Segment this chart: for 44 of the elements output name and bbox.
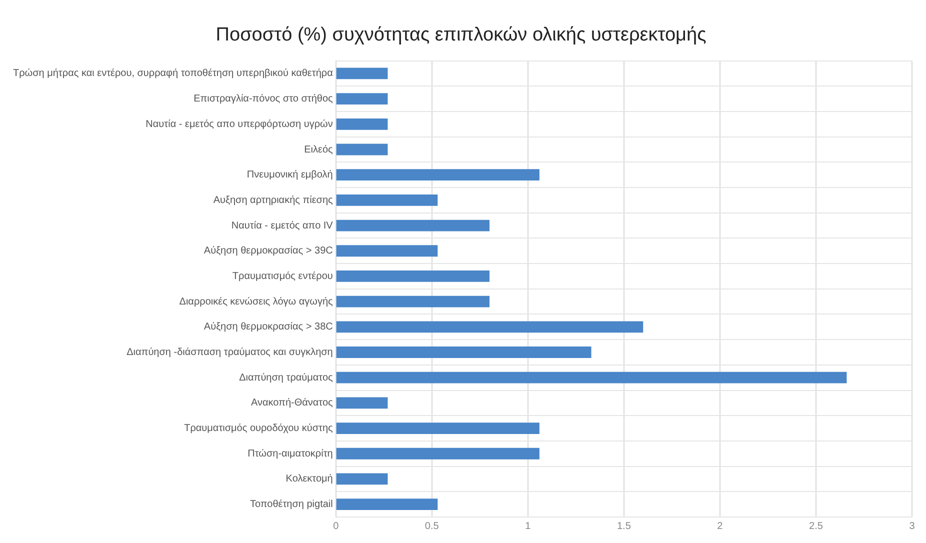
y-tick-label: Τρώση μήτρας και εντέρου, συρραφή τοποθέτηση υπερηβικού καθετήρα xyxy=(12,68,334,80)
y-tick-label: Ναυτία - εμετός απο IV xyxy=(231,220,334,232)
bar xyxy=(336,169,540,181)
y-tick-label: Αύξηση θερμοκρασίας > 38C xyxy=(204,322,333,333)
y-tick-label: Διαπύηση -διάσπαση τραύματος και συγκληση xyxy=(126,347,333,358)
y-tick-label: Ανακοπή-Θάνατος xyxy=(250,398,334,409)
bar xyxy=(336,220,490,232)
x-tick-label: 1 xyxy=(525,520,532,532)
bar xyxy=(336,422,540,434)
y-tick-label: Ειλεός xyxy=(304,144,334,156)
x-tick-label: 0 xyxy=(333,520,340,532)
bar xyxy=(336,346,592,358)
bar xyxy=(336,118,388,130)
y-tick-label: Διαπύηση τραύματος xyxy=(239,372,334,384)
y-tick-label: Αύξηση θερμοκρασίας > 39C xyxy=(204,246,333,257)
x-tick-label: 1.5 xyxy=(616,520,632,532)
x-tick-label: 0.5 xyxy=(424,520,440,532)
y-tick-label: Πτώση-αιματοκρίτη xyxy=(248,448,333,460)
bar xyxy=(336,372,847,384)
bar xyxy=(336,448,540,460)
bar xyxy=(336,93,388,105)
bar xyxy=(336,296,490,308)
x-tick-label: 2.5 xyxy=(809,520,824,532)
bar xyxy=(336,473,388,485)
bar xyxy=(336,498,438,510)
x-tick-label: 3 xyxy=(909,520,916,532)
bar xyxy=(336,144,388,156)
x-tick-label: 2 xyxy=(717,520,724,532)
y-tick-label: Διαρροικές κενώσεις λόγω αγωγής xyxy=(179,296,334,308)
y-tick-label: Κολεκτομή xyxy=(286,474,333,485)
bar xyxy=(336,321,644,333)
y-tick-label: Τραυματισμός εντέρου xyxy=(232,270,333,282)
bar xyxy=(336,397,388,409)
y-tick-label: Ναυτία - εμετός απο υπερφόρτωση υγρών xyxy=(146,118,333,130)
y-tick-label: Αυξηση αρτηριακής πίεσης xyxy=(213,194,334,206)
y-tick-label: Επιστραγλία-πόνος στο στήθος xyxy=(194,94,334,105)
bar xyxy=(336,245,438,257)
bar xyxy=(336,68,388,80)
y-tick-label: Πνευμονική εμβολή xyxy=(246,170,333,181)
y-tick-label: Τραυματισμός ουροδόχου κύστης xyxy=(184,423,334,434)
bar xyxy=(336,194,438,206)
bar xyxy=(336,270,490,282)
chart-title: Ποσοστό (%) συχνότητας επιπλοκών ολικής υστερεκτομής xyxy=(216,24,706,46)
y-tick-label: Τοποθέτηση pigtail xyxy=(250,499,333,510)
